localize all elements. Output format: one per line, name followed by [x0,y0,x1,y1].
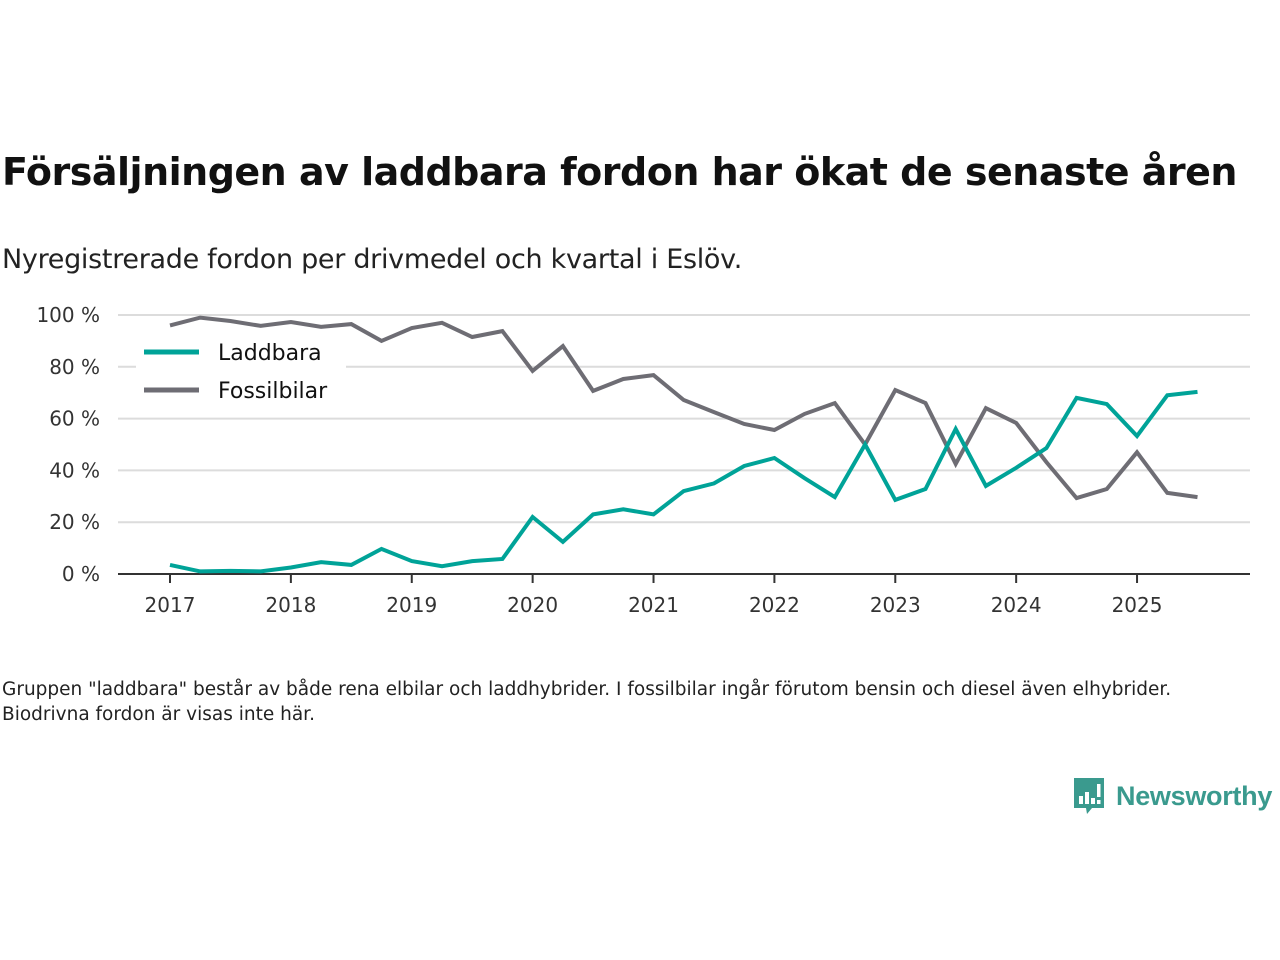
x-axis: 2017 2018 2019 2020 2021 2022 2023 2024 2025 [118,573,1250,617]
series-line-fossilbilar [169,315,1198,501]
x-tick-label: 2022 [749,593,800,617]
x-tick-label: 2024 [991,593,1042,617]
chart-subtitle: Nyregistrerade fordon per drivmedel och … [2,244,743,275]
x-tick-label: 2018 [265,593,316,617]
y-tick-label: 40 % [49,458,100,482]
line-chart: 0 % 20 % 40 % 60 % 80 % 100 % 2017 2018 2019 202… [36,303,1250,617]
y-tick-label: 100 % [36,303,100,327]
legend: Laddbara Fossilbilar [136,338,346,416]
series-line-laddbara [169,389,1198,574]
series-lines [169,315,1198,574]
newsworthy-logo-icon [1074,778,1104,814]
x-tick-label: 2020 [507,593,558,617]
y-tick-label: 80 % [49,355,100,379]
chart-title: Försäljningen av laddbara fordon har öka… [2,150,1237,194]
y-axis: 0 % 20 % 40 % 60 % 80 % 100 % [36,303,100,586]
x-tick-label: 2019 [386,593,437,617]
footnote: Gruppen "laddbara" består av både rena e… [2,679,1172,725]
brand-name: Newsworthy [1116,780,1273,811]
legend-label: Laddbara [218,341,322,366]
y-tick-label: 60 % [49,407,100,431]
x-tick-label: 2023 [870,593,921,617]
y-tick-label: 0 % [62,562,100,586]
legend-label: Fossilbilar [218,379,328,404]
y-tick-label: 20 % [49,510,100,534]
x-tick-label: 2017 [145,593,196,617]
brand-logo[interactable]: Newsworthy [1072,776,1272,816]
x-tick-label: 2025 [1112,593,1163,617]
x-tick-label: 2021 [628,593,679,617]
